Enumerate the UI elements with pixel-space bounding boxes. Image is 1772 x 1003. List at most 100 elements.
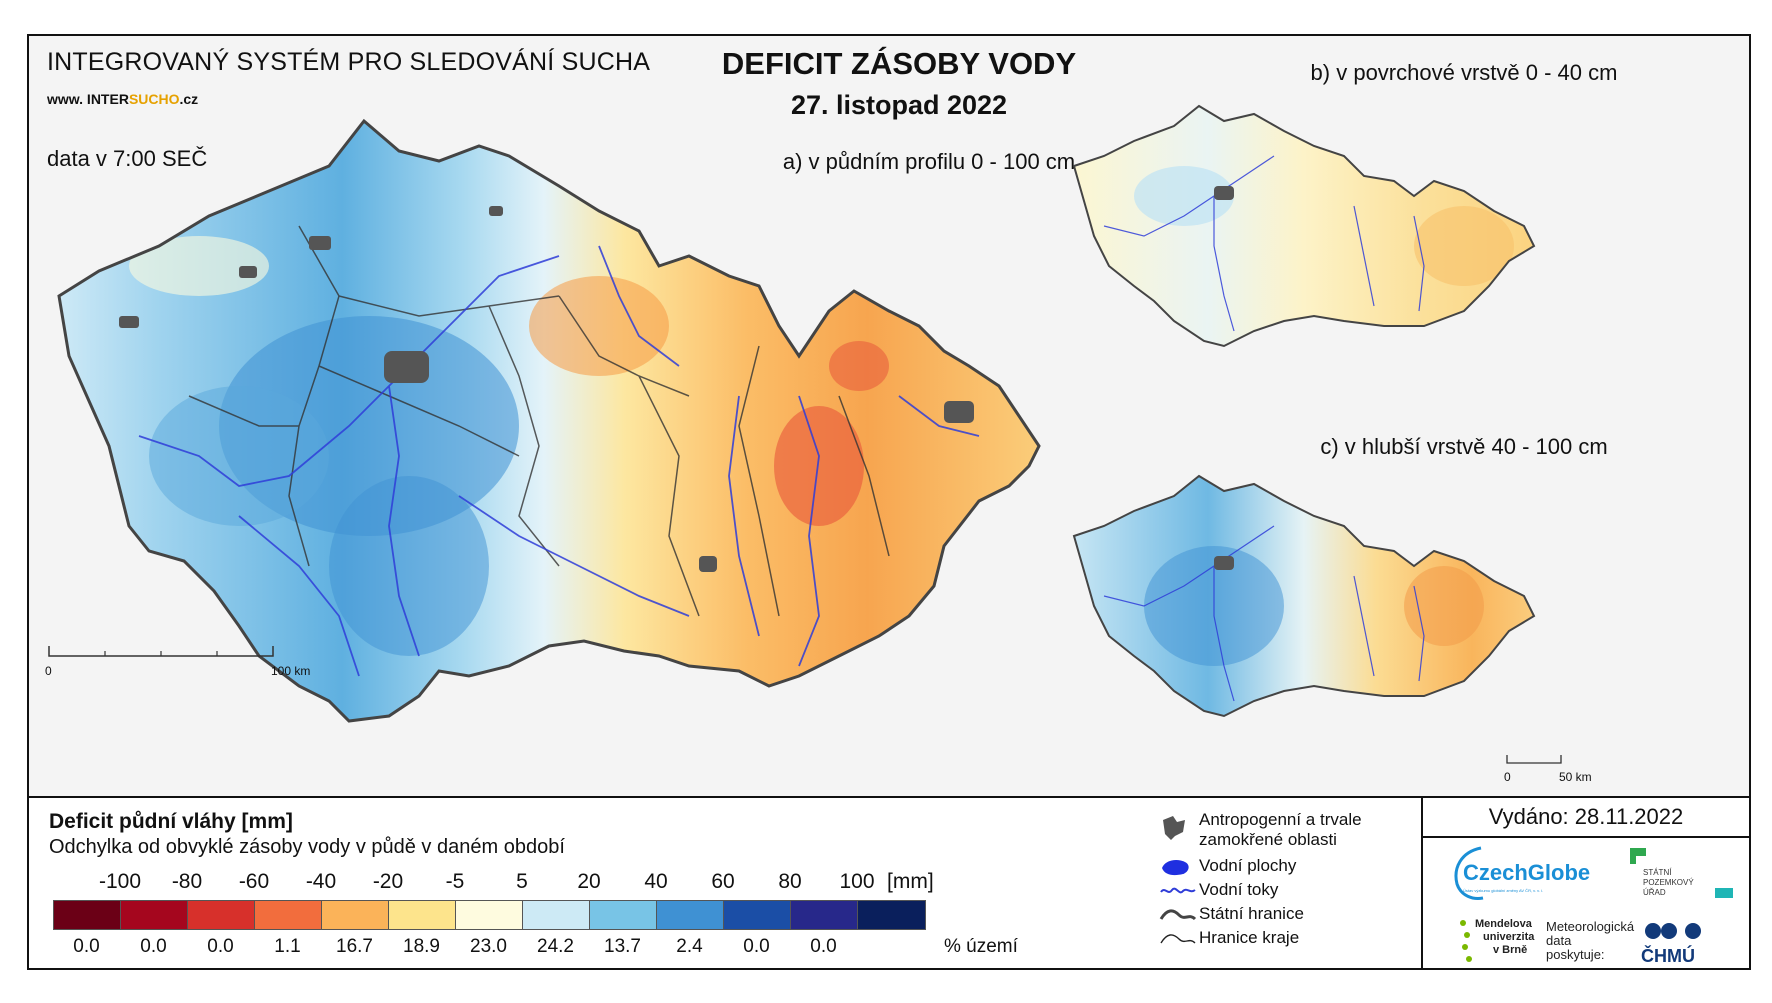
legend-tick: -80: [171, 870, 203, 893]
chmu-logo-icon: [1645, 923, 1701, 939]
spu-logo[interactable]: STÁTNÍ POZEMKOVÝ ÚŘAD: [1643, 868, 1694, 898]
legend-swatch: [322, 901, 389, 929]
issued-panel: Vydáno: 28.11.2022: [1423, 798, 1749, 836]
spu-accent-icon: [1715, 888, 1733, 898]
legend-tick: 40: [644, 870, 668, 893]
legend-percentage: 18.9: [403, 936, 440, 957]
legend-percentage: 24.2: [537, 936, 574, 957]
spu-line: POZEMKOVÝ: [1643, 878, 1694, 887]
legend-percentage: 16.7: [336, 936, 373, 957]
scale-bar-a: [48, 646, 274, 657]
state-border-label: Státní hranice: [1199, 904, 1304, 923]
website-prefix: www. INTER: [47, 91, 129, 107]
mendel-line: v Brně: [1493, 944, 1528, 956]
map-a-total-profile: [57, 118, 1041, 723]
scale-a-start: 0: [45, 664, 52, 678]
legend-swatch: [791, 901, 858, 929]
czechglobe-subtitle: Ústav výzkumu globální změny AV ČR, v. v…: [1463, 888, 1544, 893]
legend-tick: 60: [711, 870, 735, 893]
legend-unit: [mm]: [887, 870, 934, 893]
water-body-icon: [1162, 860, 1189, 876]
czechglobe-logo-icon: [1454, 846, 1484, 900]
divider: [1421, 798, 1423, 968]
legend-percentage: 1.1: [274, 936, 301, 957]
website-highlight: SUCHO: [128, 91, 180, 107]
legend-tick: -20: [372, 870, 404, 893]
data-time: data v 7:00 SEČ: [47, 146, 208, 171]
map-c-title: c) v hlubší vrstvě 40 - 100 cm: [1320, 434, 1608, 459]
legend-swatch: [389, 901, 456, 929]
map-c-deep-layer: [1072, 474, 1536, 718]
legend-swatch: [657, 901, 724, 929]
legend-color-bar: [53, 900, 926, 930]
legend-tick: -5: [445, 870, 465, 893]
water-bodies-label: Vodní plochy: [1199, 856, 1297, 875]
meteo-line: data: [1546, 933, 1572, 948]
legend-tick: 20: [577, 870, 601, 893]
legend-percentage: 0.0: [743, 936, 770, 957]
map-a-title: a) v půdním profilu 0 - 100 cm: [782, 149, 1076, 174]
mendel-line: Mendelova: [1475, 918, 1532, 930]
anthropogenic-label-2: zamokřené oblasti: [1199, 830, 1337, 849]
legend-tick: 100: [839, 870, 875, 893]
anthropogenic-area-icon: [1163, 816, 1185, 840]
main-title: DEFICIT ZÁSOBY VODY: [721, 46, 1077, 81]
legend-percentage: 2.4: [676, 936, 703, 957]
chmu-logo[interactable]: ČHMÚ: [1641, 946, 1695, 966]
czechglobe-logo[interactable]: CzechGlobe: [1463, 860, 1591, 885]
mendel-line: univerzita: [1483, 931, 1535, 943]
website-suffix: .cz: [179, 91, 199, 107]
legend-swatch: [590, 901, 657, 929]
legend-tick: 80: [778, 870, 802, 893]
legend-percentage: 0.0: [810, 936, 837, 957]
legend-title: Deficit půdní vláhy [mm]: [49, 810, 293, 833]
rivers-label: Vodní toky: [1199, 880, 1279, 899]
website-link[interactable]: www. INTERSUCHO.cz: [47, 91, 198, 107]
map-panel: INTEGROVANÝ SYSTÉM PRO SLEDOVÁNÍ SUCHA w…: [29, 36, 1749, 796]
spu-logo-icon: [1630, 848, 1646, 864]
spu-line: ÚŘAD: [1643, 888, 1666, 897]
legend-swatch: [121, 901, 188, 929]
map-b-surface-layer: [1072, 104, 1536, 348]
legend-swatch: [456, 901, 523, 929]
meteo-data-provider: Meteorologická data poskytuje:: [1546, 920, 1634, 962]
mendel-university-logo[interactable]: Mendelova univerzita v Brně: [1475, 918, 1534, 957]
legend-swatch: [523, 901, 590, 929]
legend-swatch: [255, 901, 322, 929]
legend-percentage-unit: % území: [944, 936, 1018, 957]
legend-percentage: 0.0: [73, 936, 100, 957]
scale-c-end: 50 km: [1559, 770, 1592, 784]
legend-swatch: [858, 901, 925, 929]
legend-subtitle: Odchylka od obvyklé zásoby vody v půdě v…: [49, 836, 565, 858]
figure-frame: INTEGROVANÝ SYSTÉM PRO SLEDOVÁNÍ SUCHA w…: [27, 34, 1751, 970]
map-b-title: b) v povrchové vrstvě 0 - 40 cm: [1310, 60, 1618, 85]
legend-swatch: [188, 901, 255, 929]
system-title: INTEGROVANÝ SYSTÉM PRO SLEDOVÁNÍ SUCHA: [47, 48, 651, 76]
state-border-icon: [1159, 909, 1197, 921]
legend-tick: -40: [305, 870, 337, 893]
legend-tick: -100: [98, 870, 142, 893]
divider: [29, 796, 1749, 798]
region-border-label: Hranice kraje: [1199, 928, 1300, 947]
legend-tick: -60: [238, 870, 270, 893]
legend-swatch: [54, 901, 121, 929]
issued-date: Vydáno: 28.11.2022: [1488, 804, 1684, 829]
region-border-icon: [1160, 934, 1196, 944]
legend-tick: 5: [516, 870, 528, 893]
legend-percentage: 23.0: [470, 936, 507, 957]
scale-bar-c: [1506, 755, 1562, 764]
legend-percentage: 0.0: [140, 936, 167, 957]
scale-c-start: 0: [1504, 770, 1511, 784]
map-date: 27. listopad 2022: [790, 90, 1008, 120]
divider: [1423, 836, 1749, 838]
meteo-line: Meteorologická: [1546, 919, 1635, 934]
mendel-dots-icon: [1460, 920, 1472, 962]
anthropogenic-label-1: Antropogenní a trvale: [1199, 810, 1362, 829]
scale-a-end: 100 km: [271, 664, 311, 678]
legend-swatch: [724, 901, 791, 929]
river-icon: [1160, 887, 1196, 894]
legend-panel: Deficit půdní vláhy [mm] Odchylka od obv…: [29, 798, 1421, 968]
organizations-panel: CzechGlobe Ústav výzkumu globální změny …: [1423, 838, 1749, 968]
meteo-line: poskytuje:: [1546, 947, 1605, 962]
legend-percentage: 0.0: [207, 936, 234, 957]
